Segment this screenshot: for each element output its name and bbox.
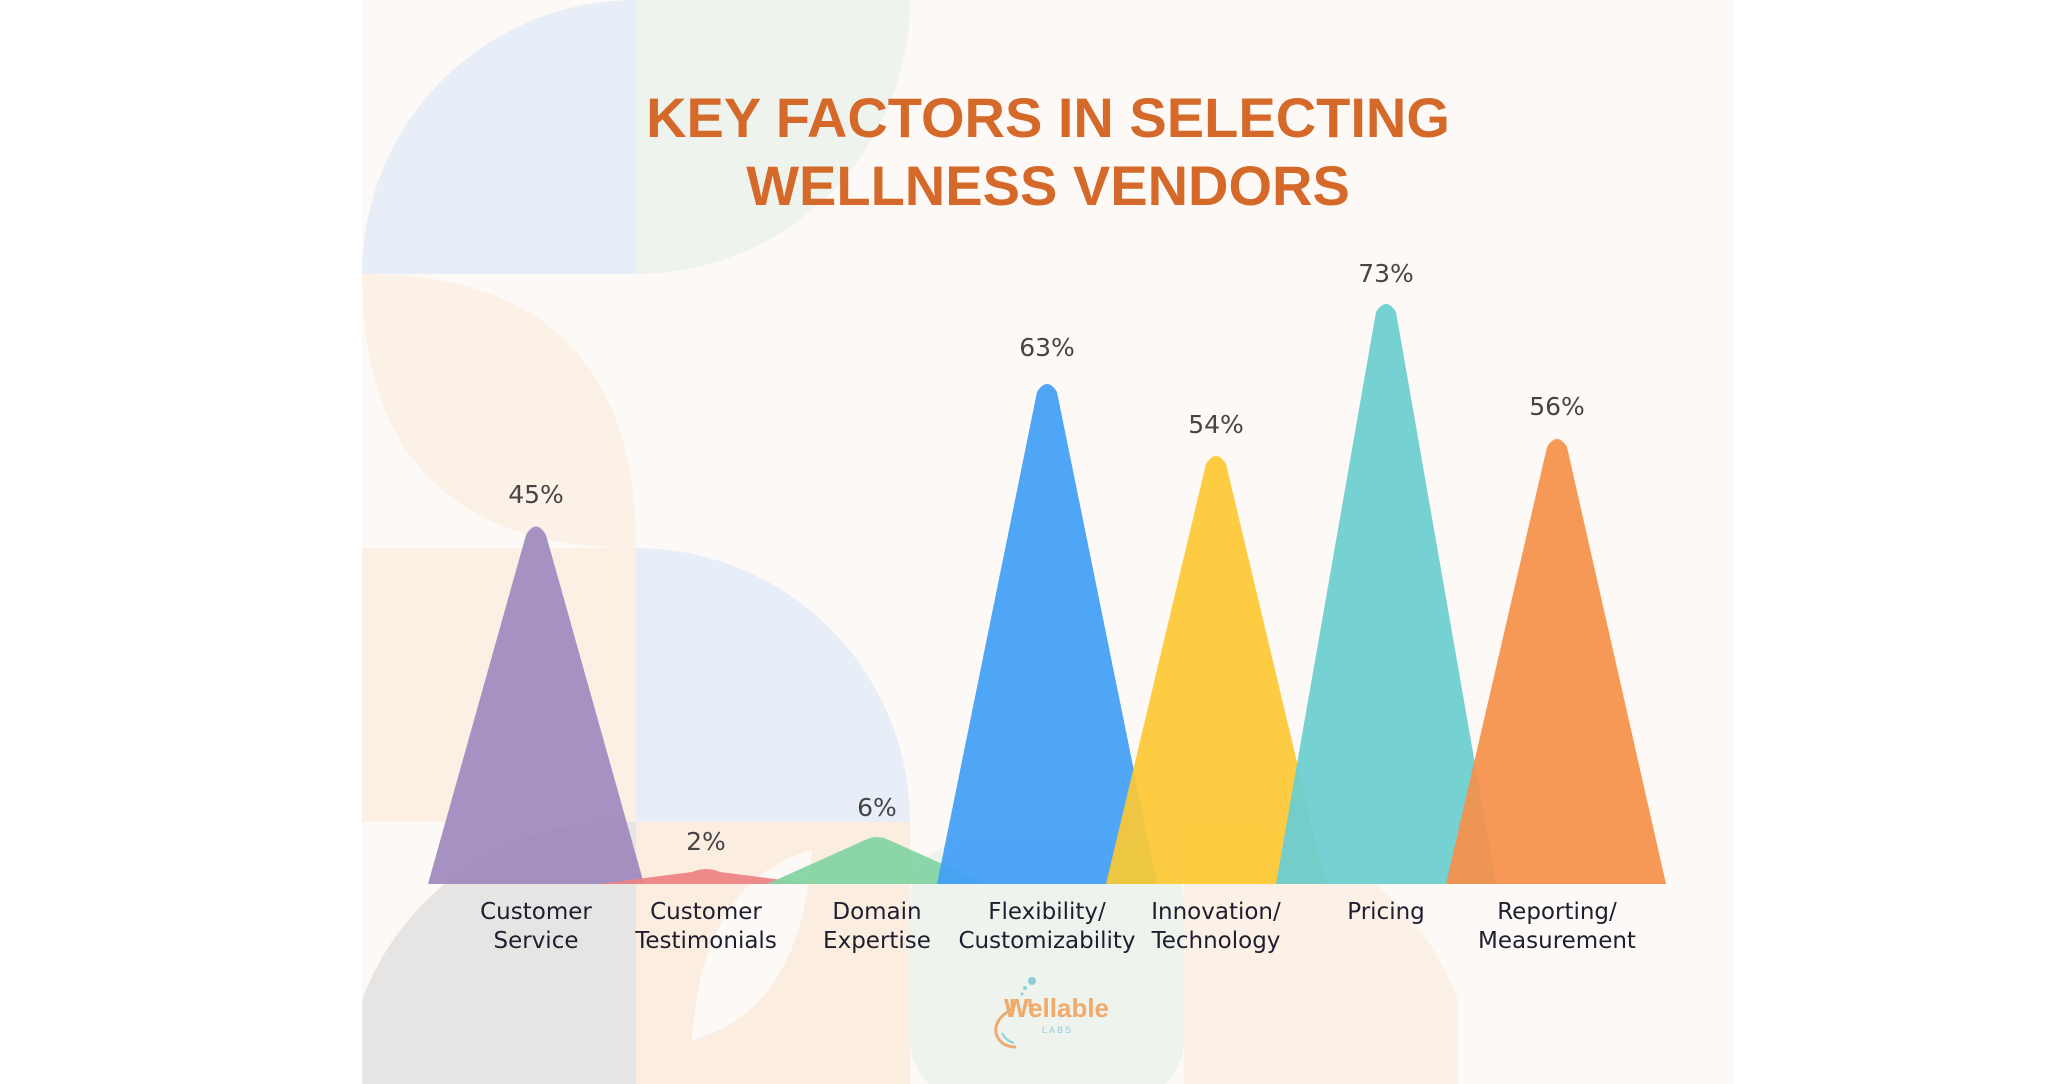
logo-subtitle: LABS xyxy=(1042,1025,1074,1035)
value-label-innovation: 54% xyxy=(1188,410,1244,439)
value-label-pricing: 73% xyxy=(1358,259,1414,288)
value-label-reporting: 56% xyxy=(1529,392,1585,421)
infographic-poster: KEY FACTORS IN SELECTING WELLNESS VENDOR… xyxy=(362,0,1734,1084)
category-label-pricing: Pricing xyxy=(1286,898,1486,927)
category-label-domain-expertise: Domain Expertise xyxy=(777,898,977,956)
chart-title-line-2: WELLNESS VENDORS xyxy=(746,154,1350,217)
peak-flexibility xyxy=(937,384,1157,884)
category-label-customer-testimonials: Customer Testimonials xyxy=(606,898,806,956)
triangle-chart xyxy=(428,304,1666,884)
peak-reporting xyxy=(1446,439,1666,884)
category-line: Measurement xyxy=(1478,928,1636,954)
category-line: Customer xyxy=(480,899,592,925)
value-label-domain-expertise: 6% xyxy=(857,793,897,822)
category-line: Pricing xyxy=(1347,899,1425,925)
peak-innovation xyxy=(1106,456,1326,884)
category-label-reporting: Reporting/ Measurement xyxy=(1457,898,1657,956)
category-line: Testimonials xyxy=(635,928,777,954)
category-line: Innovation/ xyxy=(1151,899,1281,925)
category-line: Customizability xyxy=(958,928,1136,954)
category-label-innovation: Innovation/ Technology xyxy=(1116,898,1316,956)
peak-pricing xyxy=(1276,304,1496,884)
category-label-flexibility: Flexibility/ Customizability xyxy=(947,898,1147,956)
value-label-flexibility: 63% xyxy=(1019,333,1075,362)
peak-customer-testimonials xyxy=(598,869,814,884)
flask-icon xyxy=(994,977,1036,1049)
category-line: Reporting/ xyxy=(1497,899,1617,925)
category-line: Customer xyxy=(650,899,762,925)
value-label-customer-service: 45% xyxy=(508,480,564,509)
background-shapes xyxy=(362,0,1458,1084)
category-line: Technology xyxy=(1151,928,1281,954)
logo-wordmark: Wellable xyxy=(1004,993,1110,1023)
wellable-labs-logo: Wellable LABS xyxy=(982,975,1122,1050)
chart-title-line-1: KEY FACTORS IN SELECTING xyxy=(646,86,1450,149)
peak-customer-service xyxy=(428,526,644,884)
value-label-customer-testimonials: 2% xyxy=(686,827,726,856)
category-line: Flexibility/ xyxy=(988,899,1106,925)
category-line: Domain xyxy=(832,899,922,925)
peak-domain-expertise xyxy=(767,837,987,884)
category-line: Expertise xyxy=(823,928,931,954)
category-line: Service xyxy=(493,928,579,954)
category-label-customer-service: Customer Service xyxy=(436,898,636,956)
